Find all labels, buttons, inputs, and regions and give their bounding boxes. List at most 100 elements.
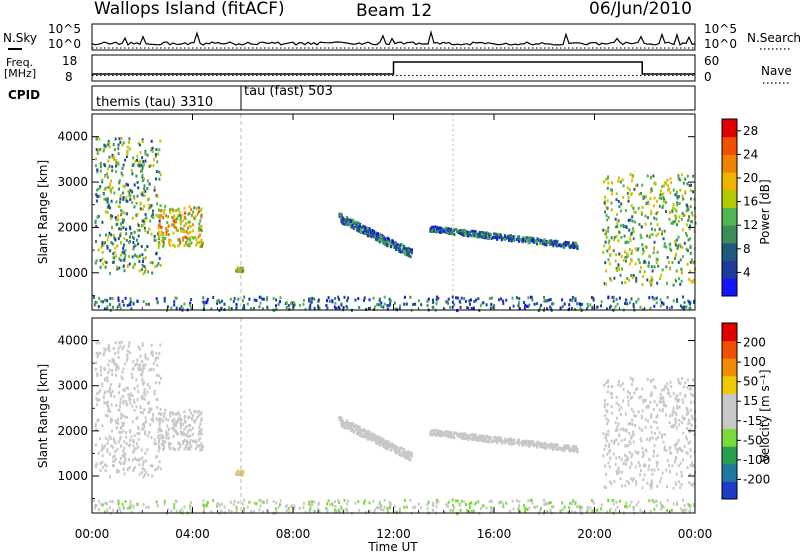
echo-cell <box>109 183 112 186</box>
echo-cell <box>461 432 464 436</box>
echo-cell <box>95 199 98 203</box>
echo-cell <box>122 303 125 307</box>
echo-cell <box>190 208 193 212</box>
echo-cell <box>95 443 97 447</box>
echo-cell <box>494 236 496 239</box>
echo-cell <box>107 405 110 409</box>
echo-cell <box>177 243 180 247</box>
echo-cell <box>223 302 226 306</box>
echo-cell <box>682 228 685 232</box>
echo-cell <box>686 386 689 389</box>
echo-cell <box>669 247 672 251</box>
echo-cell <box>116 265 118 269</box>
echo-cell <box>626 191 629 195</box>
echo-cell <box>451 295 454 299</box>
echo-cell <box>653 444 656 448</box>
echo-cell <box>435 498 438 502</box>
echo-cell <box>144 267 147 271</box>
echo-cell <box>261 500 264 504</box>
echo-cell <box>181 227 184 231</box>
echo-cell <box>686 427 689 430</box>
echo-cell <box>133 398 136 402</box>
echo-cell <box>139 363 142 367</box>
echo-cell <box>155 417 158 421</box>
echo-cell <box>625 444 628 447</box>
echo-cell <box>600 503 603 507</box>
echo-cell <box>641 455 644 459</box>
echo-cell <box>654 385 656 389</box>
echo-cell <box>175 228 178 232</box>
echo-cell <box>169 243 171 247</box>
echo-cell <box>665 413 667 417</box>
echo-cell <box>606 307 608 311</box>
echo-cell <box>335 509 338 513</box>
echo-cell <box>350 428 353 432</box>
echo-cell <box>115 368 118 372</box>
echo-cell <box>325 304 328 307</box>
echo-cell <box>490 233 493 237</box>
echo-cell <box>154 265 157 269</box>
echo-cell <box>649 483 651 487</box>
y-tick-label: 2000 <box>57 220 88 234</box>
echo-cell <box>146 357 149 361</box>
echo-cell <box>261 510 264 514</box>
echo-cell <box>631 479 634 483</box>
echo-cell <box>342 216 345 220</box>
echo-cell <box>114 441 117 445</box>
echo-cell <box>689 246 692 249</box>
echo-cell <box>451 508 454 512</box>
echo-cell <box>563 302 566 306</box>
echo-cell <box>532 444 535 448</box>
echo-cell <box>137 255 140 259</box>
echo-cell <box>439 231 442 234</box>
echo-cell <box>509 441 512 445</box>
echo-cell <box>395 448 398 452</box>
echo-cell <box>433 430 435 434</box>
echo-cell <box>130 231 133 235</box>
echo-cell <box>640 236 643 240</box>
echo-cell <box>551 302 554 306</box>
echo-cell <box>179 430 182 434</box>
echo-cell <box>431 230 434 233</box>
echo-cell <box>374 508 377 512</box>
echo-cell <box>356 426 359 430</box>
echo-cell <box>459 228 462 232</box>
echo-cell <box>200 432 203 436</box>
echo-cell <box>543 442 546 446</box>
echo-cell <box>692 190 695 194</box>
echo-cell <box>341 423 344 427</box>
echo-cell <box>126 145 129 149</box>
echo-cell <box>110 179 113 183</box>
echo-cell <box>157 449 160 453</box>
echo-cell <box>455 431 458 435</box>
echo-cell <box>377 441 380 445</box>
echo-cell <box>186 237 189 240</box>
echo-cell <box>142 272 145 276</box>
echo-cell <box>126 415 129 419</box>
echo-cell <box>689 473 692 476</box>
echo-cell <box>547 298 550 302</box>
y-tick-label: 4000 <box>57 334 88 348</box>
echo-cell <box>103 143 106 147</box>
echo-cell <box>659 480 662 484</box>
echo-cell <box>540 445 543 449</box>
echo-cell <box>107 140 110 143</box>
echo-cell <box>635 482 638 486</box>
echo-cell <box>607 226 610 230</box>
echo-cell <box>676 201 679 205</box>
echo-cell <box>385 445 388 449</box>
echo-cell <box>662 204 664 208</box>
echo-cell <box>397 449 400 453</box>
echo-cell <box>468 502 471 506</box>
echo-cell <box>466 230 469 234</box>
echo-cell <box>235 509 238 513</box>
echo-cell <box>175 429 178 433</box>
echo-cell <box>129 500 132 504</box>
echo-cell <box>200 207 203 211</box>
echo-cell <box>571 298 574 302</box>
echo-cell <box>134 159 137 163</box>
echo-cell <box>165 417 168 421</box>
echo-cell <box>388 500 391 504</box>
echo-cell <box>124 452 127 456</box>
echo-cell <box>133 466 136 469</box>
